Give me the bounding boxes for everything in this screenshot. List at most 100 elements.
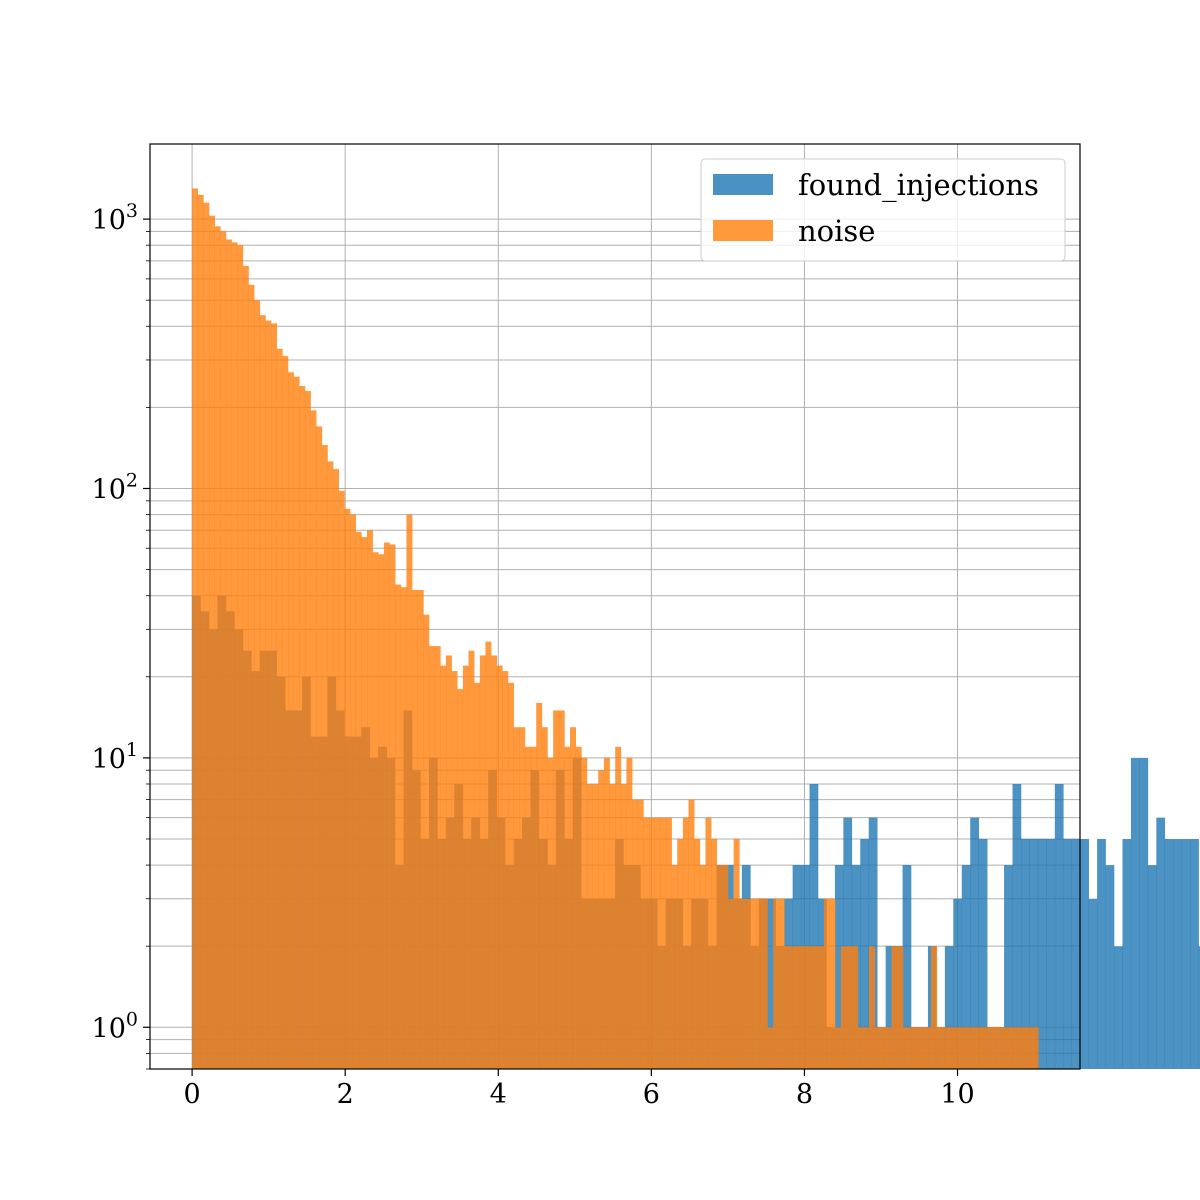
histogram-bar — [321, 445, 328, 1069]
histogram-bar — [716, 865, 723, 1069]
histogram-bar — [739, 898, 746, 1069]
histogram-bar — [671, 865, 678, 1069]
histogram-bar — [1173, 838, 1182, 1069]
x-tick-label: 4 — [490, 1079, 507, 1110]
histogram-bar — [338, 490, 345, 1069]
histogram-bar — [276, 348, 283, 1070]
y-tick-base: 10 — [92, 474, 126, 505]
histogram-bar — [383, 542, 390, 1069]
y-tick-exponent: 2 — [126, 469, 138, 491]
histogram-bar — [978, 838, 988, 1069]
legend-swatch — [713, 220, 773, 241]
histogram-bar — [874, 1027, 881, 1069]
histogram-bar — [852, 946, 859, 1069]
histogram-bar — [581, 757, 588, 1069]
histogram-bar — [1147, 865, 1157, 1069]
histogram-bar — [643, 817, 650, 1069]
histogram-bar — [823, 898, 830, 1069]
histogram-bar — [885, 946, 895, 1069]
histogram-bar — [423, 614, 430, 1069]
histogram-bar — [225, 239, 232, 1069]
histogram-bar — [767, 898, 777, 1069]
histogram-bar — [902, 865, 912, 1069]
histogram-bar — [192, 188, 199, 1070]
histogram-bar — [327, 461, 334, 1069]
histogram-bar — [1198, 946, 1200, 1069]
x-tick-label: 2 — [337, 1079, 354, 1110]
histogram-bar — [445, 655, 452, 1069]
histogram-bar — [333, 469, 340, 1069]
histogram-bar — [699, 865, 706, 1069]
histogram-bar — [961, 865, 971, 1069]
histogram-bar — [592, 783, 599, 1069]
histogram-bar — [626, 757, 633, 1069]
histogram-bar — [1097, 838, 1106, 1069]
histogram-bar — [784, 946, 791, 1069]
histogram-bar — [609, 783, 616, 1069]
histogram-bar — [632, 799, 639, 1069]
histogram-bar — [705, 817, 712, 1069]
y-tick-label: 101 — [92, 739, 138, 775]
x-tick-label: 10 — [940, 1079, 974, 1110]
histogram-bar — [434, 646, 441, 1069]
histogram-bar — [654, 817, 661, 1069]
histogram-bar — [400, 587, 407, 1069]
histogram-bar — [406, 514, 413, 1069]
histogram-bar — [660, 817, 667, 1069]
histogram-bar — [1054, 783, 1064, 1069]
histogram-bar — [1021, 1027, 1028, 1069]
histogram-bar — [812, 946, 819, 1069]
histogram-bar — [1164, 838, 1174, 1069]
histogram-bar — [750, 898, 757, 1069]
histogram-bar — [835, 1027, 842, 1069]
y-tick-label: 102 — [92, 469, 138, 505]
y-tick-exponent: 1 — [126, 739, 138, 761]
histogram-bar — [843, 817, 853, 1069]
histogram-bar — [834, 865, 844, 1069]
histogram-bar — [1004, 865, 1013, 1069]
histogram-bar — [366, 530, 373, 1069]
histogram-bar — [603, 757, 610, 1069]
histogram-bar — [1032, 1027, 1039, 1069]
histogram-bar — [1122, 838, 1132, 1069]
histogram-bar — [575, 746, 582, 1069]
histogram-bar — [541, 727, 548, 1069]
histogram-bar — [677, 838, 684, 1069]
histogram-bar — [496, 665, 503, 1069]
histogram-bar — [598, 770, 605, 1069]
histogram-bar — [197, 194, 204, 1069]
histogram-bar — [942, 1027, 949, 1069]
histogram-bar — [350, 514, 356, 1069]
histogram-bar — [553, 710, 560, 1069]
histogram-bar — [429, 646, 435, 1069]
histogram-bar — [1088, 898, 1098, 1069]
histogram-bar — [299, 386, 306, 1069]
legend-label: noise — [798, 214, 875, 248]
histogram-bar — [801, 946, 808, 1069]
histogram-bar — [931, 946, 938, 1069]
histogram-bar — [316, 426, 323, 1069]
histogram-bar — [1037, 838, 1047, 1069]
histogram-bar — [389, 544, 396, 1069]
histogram-bar — [378, 554, 385, 1069]
histogram-bar — [502, 671, 509, 1069]
histogram-bar — [259, 315, 266, 1069]
legend-label: found_injections — [798, 168, 1039, 203]
histogram-bar — [869, 946, 875, 1069]
histogram-bar — [925, 1027, 932, 1069]
histogram-bar — [310, 410, 317, 1070]
histogram-bar — [355, 531, 362, 1069]
histogram-bar — [846, 946, 853, 1069]
histogram-bar — [767, 1027, 774, 1069]
histogram-bar — [891, 946, 898, 1069]
histogram-bar — [694, 838, 701, 1069]
histogram-bar — [451, 671, 458, 1069]
histogram-bar — [203, 202, 210, 1069]
y-tick-base: 10 — [92, 1013, 126, 1044]
histogram-bar — [412, 589, 419, 1069]
histogram-bar — [908, 1027, 915, 1069]
histogram-bar — [970, 1027, 977, 1069]
histogram-bar — [282, 356, 289, 1070]
histogram-bar — [880, 1027, 887, 1069]
